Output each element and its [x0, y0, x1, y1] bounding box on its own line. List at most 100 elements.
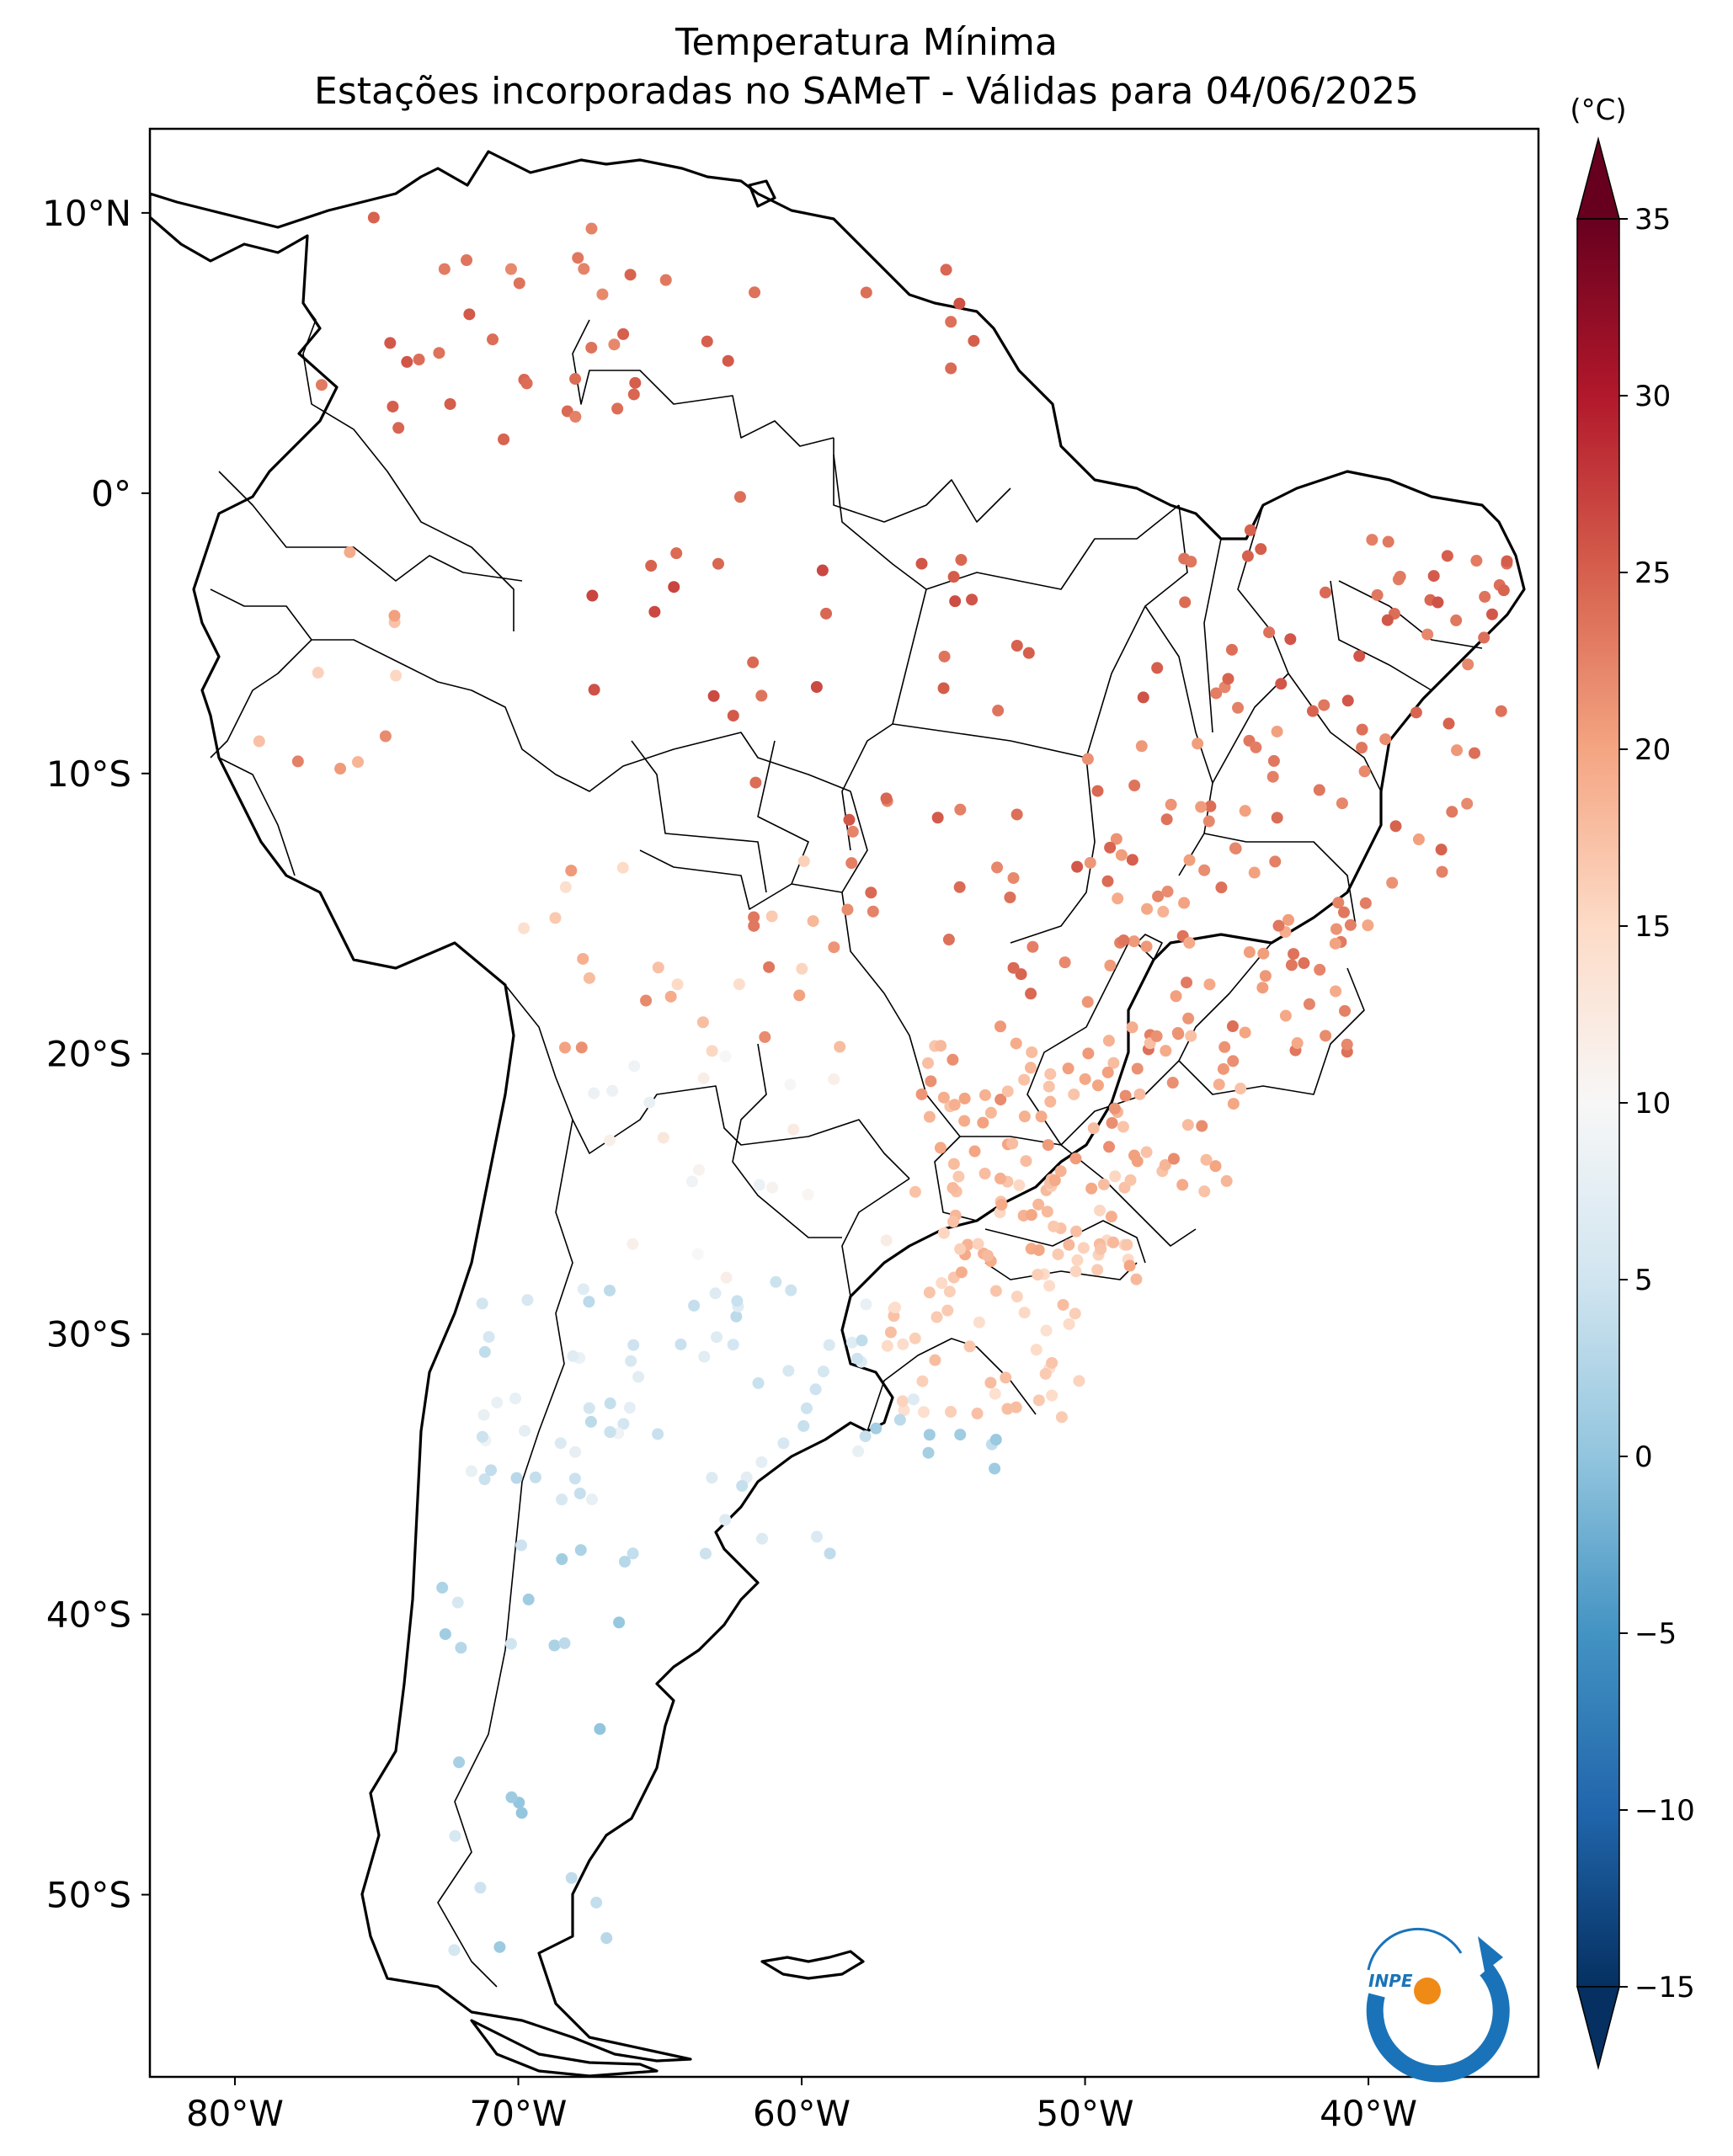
station-marker [478, 1345, 491, 1358]
station-marker [884, 1326, 897, 1339]
station-marker [915, 1088, 928, 1100]
station-marker [585, 1493, 598, 1506]
station-marker [994, 1172, 1007, 1184]
lat-tick-label: 10°S [46, 753, 131, 795]
station-marker [698, 1350, 711, 1363]
station-marker [785, 1284, 797, 1296]
station-marker [645, 560, 658, 572]
station-marker [1166, 1077, 1179, 1089]
colorbar-tick-label: 30 [1634, 380, 1671, 413]
station-marker [931, 812, 944, 824]
station-marker [606, 1084, 619, 1097]
station-marker [1024, 1062, 1037, 1074]
station-marker [860, 1298, 872, 1311]
station-marker [483, 1331, 495, 1344]
station-marker [588, 684, 600, 696]
colorbar-bar [1576, 218, 1620, 1988]
station-marker [664, 990, 677, 1003]
station-marker [588, 1087, 600, 1099]
lat-tick-label: 50°S [46, 1875, 131, 1916]
station-marker [948, 1099, 961, 1111]
station-marker [652, 961, 664, 974]
station-marker [934, 1142, 946, 1154]
colorbar-tick-label: −15 [1634, 1971, 1695, 2004]
station-marker [604, 1134, 616, 1147]
station-marker [1052, 1248, 1064, 1260]
station-marker [1371, 588, 1384, 601]
station-marker [600, 1932, 613, 1945]
station-marker [1141, 902, 1154, 915]
station-marker [401, 355, 413, 368]
station-marker [1337, 906, 1350, 918]
station-marker [577, 1283, 589, 1296]
station-marker [1181, 977, 1193, 989]
station-marker [1101, 875, 1114, 887]
station-marker [923, 1286, 936, 1299]
station-marker [719, 1514, 732, 1526]
station-marker [984, 1376, 997, 1389]
station-marker [1185, 556, 1197, 568]
station-marker [1069, 1307, 1081, 1320]
station-marker [935, 1040, 947, 1052]
station-marker [1115, 849, 1128, 861]
station-marker [1130, 1273, 1143, 1286]
station-marker [1025, 988, 1037, 1000]
station-marker [390, 669, 403, 682]
station-marker [640, 994, 653, 1007]
station-marker [834, 1041, 846, 1053]
station-marker [1436, 865, 1448, 878]
trinidad-island [748, 179, 776, 208]
station-marker [1358, 765, 1371, 778]
longitude-ticks: 80°W 70°W 60°W 50°W 40°W [186, 2077, 1417, 2134]
station-marker [1192, 737, 1204, 750]
station-marker [994, 1094, 1007, 1106]
station-marker [945, 362, 957, 375]
station-marker [1427, 570, 1440, 583]
colorbar-unit: (°C) [1570, 93, 1626, 127]
station-marker [1486, 608, 1499, 620]
station-marker [897, 1338, 909, 1350]
station-marker [865, 886, 877, 899]
station-marker [1161, 886, 1174, 898]
station-marker [1171, 1027, 1184, 1040]
map-frame [148, 127, 1540, 2079]
station-marker [510, 1472, 523, 1484]
station-marker [659, 274, 672, 286]
station-marker [515, 1807, 528, 1819]
station-marker [1107, 1236, 1120, 1248]
station-marker [940, 264, 952, 276]
station-marker [747, 656, 760, 668]
station-marker [1055, 1411, 1068, 1424]
station-marker [1121, 1238, 1133, 1251]
station-marker [1319, 586, 1331, 599]
station-marker [810, 681, 823, 694]
station-marker [629, 376, 642, 389]
station-marker [1095, 1243, 1107, 1255]
station-marker [696, 1016, 709, 1029]
station-marker [1117, 934, 1130, 946]
station-marker [1318, 699, 1330, 711]
station-marker [1353, 650, 1366, 663]
station-marker [627, 1547, 639, 1560]
station-marker [954, 1243, 967, 1255]
station-marker [978, 1089, 991, 1101]
station-marker [485, 1464, 498, 1477]
station-marker [1042, 1080, 1055, 1093]
station-marker [438, 263, 451, 275]
station-marker [947, 571, 960, 583]
station-marker [1329, 937, 1341, 950]
station-marker [1196, 1120, 1208, 1132]
latitude-ticks: 10°N 0° 10°S 20°S 30°S 40°S 50°S [42, 193, 150, 1916]
station-marker [1255, 543, 1267, 556]
colorbar-tick-label: 5 [1634, 1264, 1653, 1297]
station-marker [519, 1424, 531, 1437]
station-marker [749, 776, 762, 789]
title-line-2: Estações incorporadas no SAMeT - Válidas… [314, 70, 1419, 113]
station-marker [1070, 1225, 1083, 1238]
station-marker [617, 1418, 630, 1430]
station-marker [691, 1248, 704, 1260]
station-marker [699, 1547, 712, 1560]
station-marker [748, 911, 760, 924]
station-marker [870, 1422, 882, 1435]
